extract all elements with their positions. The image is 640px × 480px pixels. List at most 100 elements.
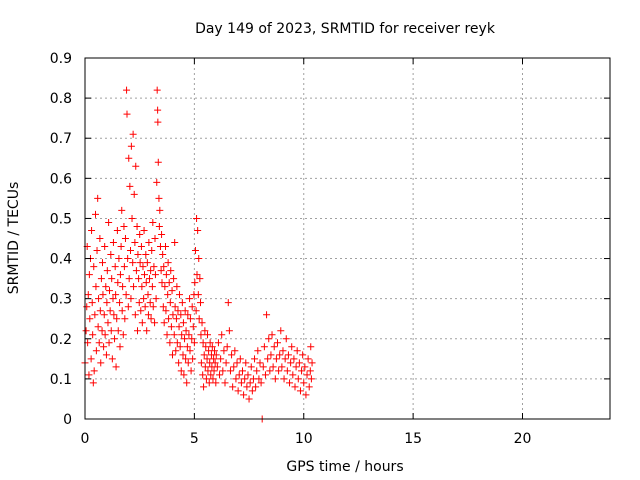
data-point [191, 247, 199, 255]
data-point [146, 299, 154, 307]
data-point [112, 363, 120, 371]
data-point [166, 299, 174, 307]
data-point [181, 335, 189, 343]
data-point [179, 319, 187, 327]
data-point [199, 371, 207, 379]
axis-ticks [84, 57, 610, 420]
y-tick-label: 0.3 [50, 292, 72, 308]
data-point [136, 259, 144, 267]
data-point [145, 239, 153, 247]
data-point [193, 271, 201, 279]
data-point [170, 275, 178, 283]
data-point [158, 279, 166, 287]
data-point [196, 275, 204, 283]
data-point [241, 375, 249, 383]
data-point [127, 142, 135, 150]
data-point [193, 214, 201, 222]
data-point [154, 158, 162, 166]
y-tick-label: 0.2 [50, 332, 72, 348]
data-point [211, 347, 218, 355]
data-point [103, 267, 111, 275]
data-point [171, 303, 179, 311]
data-point [172, 347, 180, 355]
data-point [107, 251, 115, 259]
data-point [292, 363, 300, 371]
data-point [151, 319, 159, 327]
data-point [202, 343, 210, 351]
data-point [105, 218, 113, 226]
data-point [124, 255, 132, 263]
data-point [189, 355, 197, 363]
data-point [237, 379, 245, 387]
data-point [166, 339, 174, 347]
data-point [194, 291, 202, 299]
data-point [282, 335, 290, 343]
data-point [153, 86, 161, 94]
data-point [118, 307, 126, 315]
data-point [135, 299, 143, 307]
data-point [212, 379, 220, 387]
data-point [144, 311, 152, 319]
data-point [129, 130, 137, 138]
data-point [182, 327, 190, 335]
data-point [191, 279, 199, 287]
data-point [251, 355, 259, 363]
data-point [100, 311, 108, 319]
data-point [93, 247, 101, 255]
data-point [271, 375, 279, 383]
data-point [159, 303, 167, 311]
data-point [294, 375, 302, 383]
data-point [90, 367, 98, 375]
data-point [106, 307, 114, 315]
data-point [88, 226, 96, 234]
data-point [239, 367, 246, 375]
data-point [94, 323, 102, 331]
data-point [236, 355, 244, 363]
data-point [205, 347, 213, 355]
data-point [246, 379, 254, 387]
data-point [92, 210, 99, 218]
data-point [142, 279, 150, 287]
data-point [148, 247, 156, 255]
data-point [177, 311, 185, 319]
data-point [158, 230, 166, 238]
data-point [269, 363, 277, 371]
data-point [298, 367, 306, 375]
x-tick-label: 20 [514, 431, 532, 447]
data-point [231, 347, 239, 355]
data-point [244, 371, 252, 379]
data-point [252, 383, 260, 391]
data-point [100, 343, 108, 351]
data-point [85, 371, 93, 379]
data-point [175, 359, 183, 367]
data-point [290, 355, 298, 363]
data-point [261, 371, 269, 379]
data-point [109, 295, 117, 303]
data-point [283, 367, 291, 375]
data-point [188, 303, 196, 311]
data-point [134, 327, 141, 335]
data-point [197, 359, 205, 367]
data-point [164, 259, 172, 267]
data-point [188, 335, 196, 343]
data-point [222, 359, 230, 367]
y-tick-label: 0.4 [50, 252, 72, 268]
data-point [148, 283, 156, 291]
data-point [113, 226, 121, 234]
data-point [184, 311, 192, 319]
data-point [174, 307, 182, 315]
data-point [176, 291, 183, 299]
data-point [102, 283, 110, 291]
data-point [136, 230, 144, 238]
data-point [156, 206, 164, 214]
data-point [151, 235, 159, 242]
data-point [203, 355, 211, 363]
data-point [259, 363, 267, 371]
data-point [306, 367, 314, 375]
data-point [265, 335, 273, 343]
data-point [274, 339, 281, 347]
data-point [90, 263, 98, 271]
data-point [195, 315, 203, 323]
data-point [171, 239, 179, 247]
data-point [175, 323, 183, 331]
